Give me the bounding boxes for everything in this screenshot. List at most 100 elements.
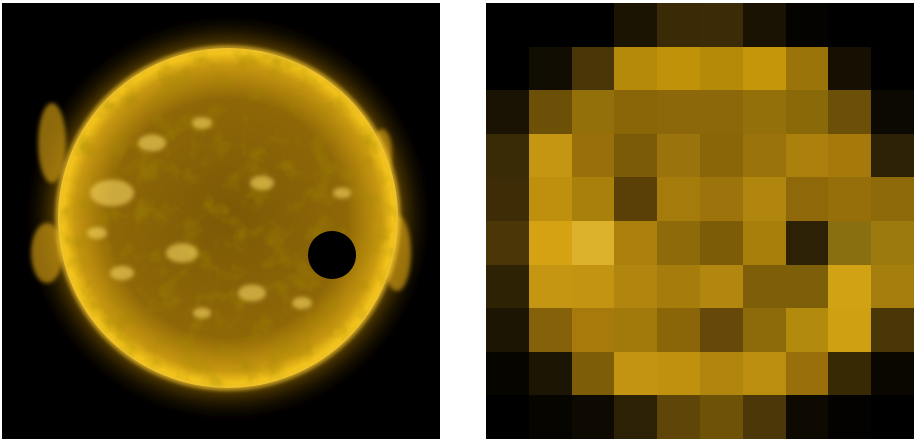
pixel-cell — [871, 220, 914, 265]
pixel-cell — [657, 177, 700, 221]
pixel-cell — [828, 90, 872, 134]
pixel-cell — [571, 264, 615, 309]
sun-texture — [58, 48, 398, 388]
pixel-cell — [528, 90, 572, 134]
pixel-cell — [742, 264, 786, 309]
pixel-cell — [785, 395, 829, 439]
pixel-cell — [785, 90, 829, 134]
pixel-cell — [699, 46, 743, 91]
pixel-cell — [871, 395, 914, 439]
pixel-cell — [486, 220, 529, 265]
pixel-cell — [657, 264, 700, 309]
sun-photo — [2, 3, 440, 439]
active-region — [238, 284, 266, 302]
pixel-cell — [528, 3, 572, 47]
pixel-cell — [828, 395, 872, 439]
prominence — [31, 223, 63, 283]
active-region — [192, 117, 212, 129]
pixel-cell — [871, 308, 914, 352]
pixel-cell — [785, 3, 829, 47]
pixel-cell — [742, 46, 786, 91]
pixel-cell — [657, 351, 700, 396]
pixel-cell — [699, 220, 743, 265]
active-region — [166, 243, 198, 263]
pixel-cell — [828, 264, 872, 309]
pixel-cell — [742, 177, 786, 221]
pixel-cell — [871, 264, 914, 309]
pixel-cell — [742, 308, 786, 352]
sun-active-regions — [87, 117, 351, 319]
active-region — [90, 179, 134, 207]
pixel-cell — [699, 395, 743, 439]
pixel-cell — [614, 177, 658, 221]
pixel-cell — [828, 220, 872, 265]
pixel-cell — [742, 395, 786, 439]
pixel-cell — [742, 133, 786, 178]
pixel-cell — [528, 395, 572, 439]
pixel-cell — [571, 308, 615, 352]
pixel-cell — [614, 46, 658, 91]
pixel-grid — [486, 3, 914, 439]
prominence — [38, 103, 66, 183]
pixel-cell — [571, 3, 615, 47]
pixel-cell — [785, 46, 829, 91]
pixel-cell — [871, 46, 914, 91]
pixel-cell — [571, 46, 615, 91]
pixel-cell — [657, 395, 700, 439]
pixel-cell — [528, 264, 572, 309]
pixel-cell — [785, 177, 829, 221]
pixel-cell — [828, 177, 872, 221]
pixel-cell — [486, 46, 529, 91]
pixel-cell — [571, 395, 615, 439]
pixel-cell — [657, 220, 700, 265]
pixel-cell — [699, 308, 743, 352]
pixel-cell — [614, 351, 658, 396]
sun-image — [2, 3, 440, 439]
pixel-cell — [528, 351, 572, 396]
pixel-cell — [871, 177, 914, 221]
pixel-cell — [871, 133, 914, 178]
pixel-cell — [571, 351, 615, 396]
pixel-cell — [742, 220, 786, 265]
pixel-cell — [657, 46, 700, 91]
pixel-cell — [785, 133, 829, 178]
pixel-cell — [486, 264, 529, 309]
pixel-cell — [742, 3, 786, 47]
pixelated-sun-image — [486, 3, 914, 439]
pixel-cell — [742, 90, 786, 134]
pixel-cell — [785, 351, 829, 396]
pixel-cell — [871, 351, 914, 396]
planet-silhouette — [308, 231, 356, 279]
pixel-cell — [486, 3, 529, 47]
pixel-cell — [614, 220, 658, 265]
pixel-cell — [614, 90, 658, 134]
pixel-cell — [828, 3, 872, 47]
pixel-cell — [828, 133, 872, 178]
pixel-cell — [528, 133, 572, 178]
active-region — [87, 227, 107, 239]
pixel-cell — [657, 90, 700, 134]
pixel-cell — [871, 3, 914, 47]
sun-limb — [56, 46, 400, 390]
pixel-cell — [699, 264, 743, 309]
pixel-cell — [871, 90, 914, 134]
pixel-cell — [528, 220, 572, 265]
pixel-cell — [785, 308, 829, 352]
pixel-cell — [486, 308, 529, 352]
pixel-cell — [828, 308, 872, 352]
pixel-cell — [571, 90, 615, 134]
pixel-cell — [571, 133, 615, 178]
pixel-cell — [785, 220, 829, 265]
pixel-cell — [828, 351, 872, 396]
pixel-cell — [571, 177, 615, 221]
pixel-cell — [614, 133, 658, 178]
active-region — [193, 307, 211, 319]
pixel-cell — [699, 177, 743, 221]
pixel-cell — [614, 308, 658, 352]
pixel-cell — [785, 264, 829, 309]
pixel-cell — [614, 395, 658, 439]
pixel-cell — [486, 177, 529, 221]
pixel-cell — [486, 133, 529, 178]
active-region — [110, 265, 134, 281]
pixel-cell — [528, 46, 572, 91]
